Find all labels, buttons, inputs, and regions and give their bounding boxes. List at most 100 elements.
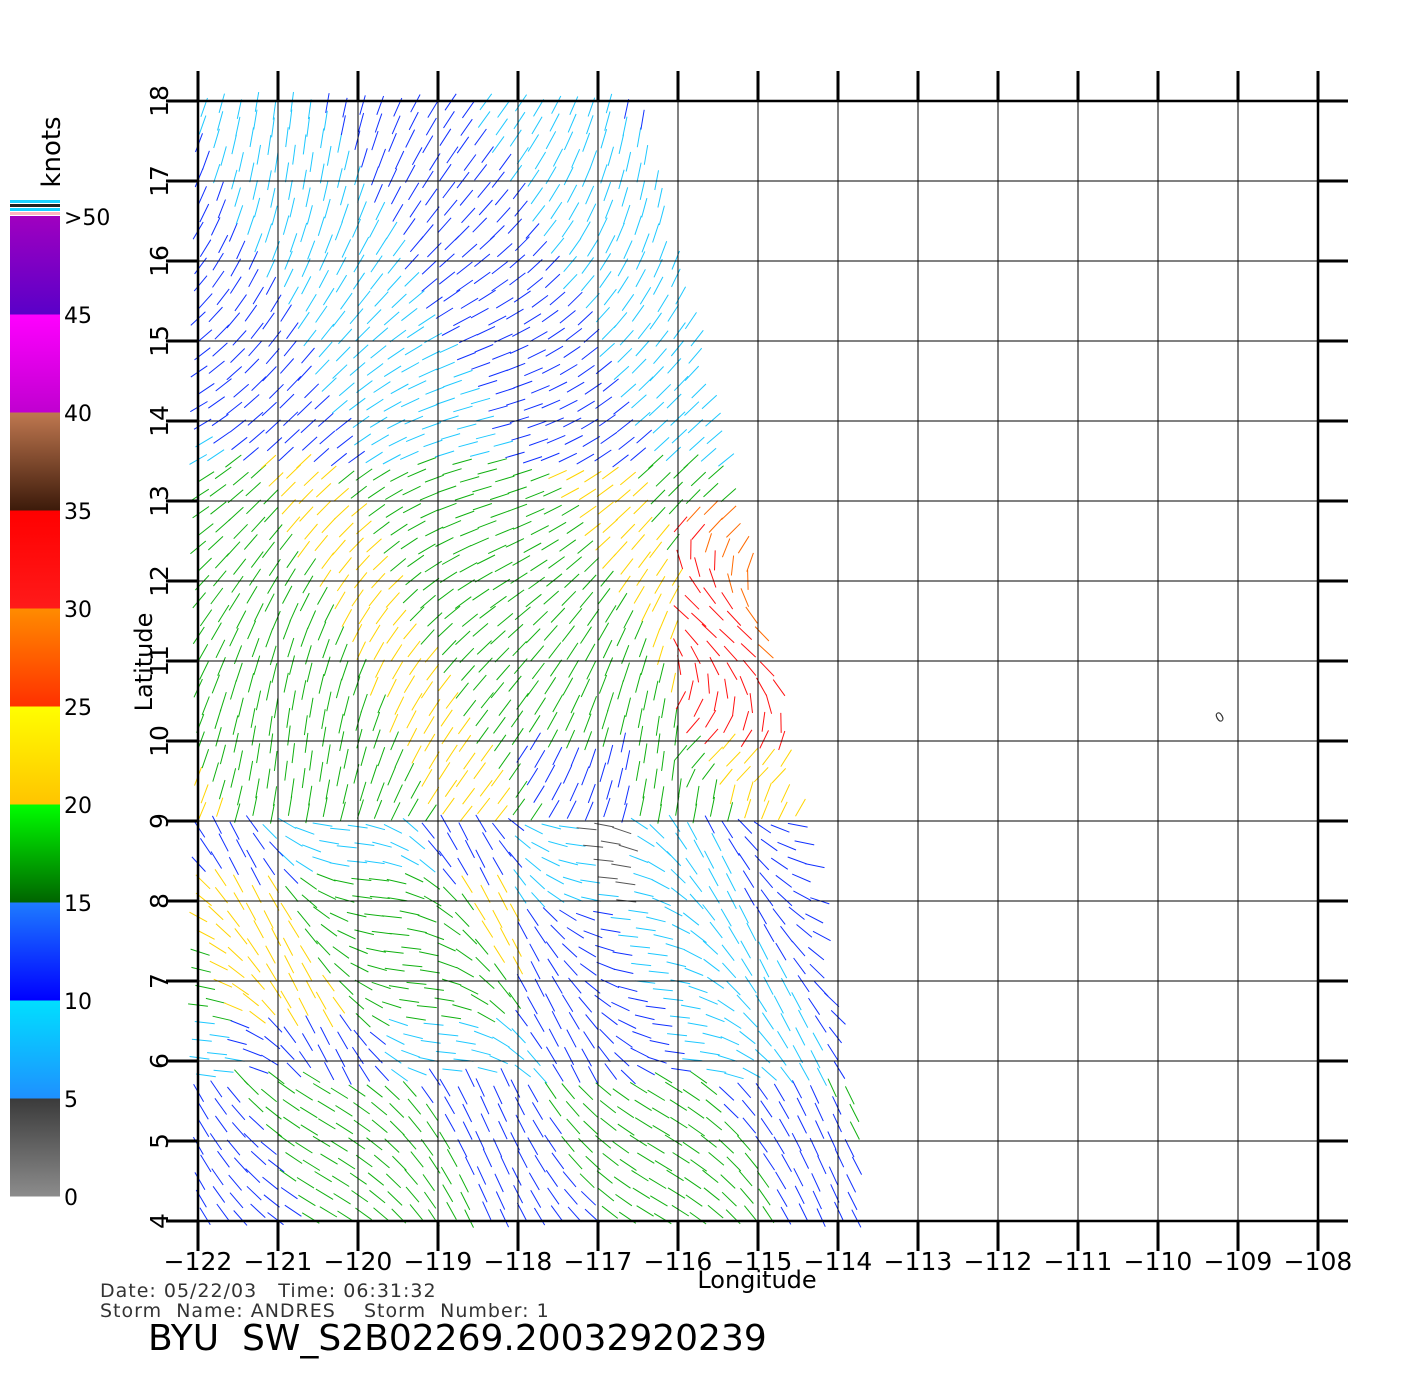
wind-vector (718, 1139, 735, 1154)
wind-vector (460, 387, 480, 395)
wind-vector (776, 891, 793, 907)
wind-vector (236, 240, 246, 260)
wind-vector (631, 1169, 649, 1182)
wind-vector (548, 521, 567, 533)
wind-vector (358, 658, 367, 678)
wind-vector (667, 358, 682, 374)
wind-vector (368, 503, 386, 517)
wind-vector (514, 606, 531, 621)
wind-vector (251, 376, 267, 391)
wind-vector (507, 818, 525, 832)
wind-vector (218, 93, 225, 114)
wind-vector (620, 732, 626, 753)
wind-vector (353, 1102, 370, 1115)
wind-vector (552, 1064, 564, 1082)
wind-vector (263, 858, 276, 876)
wind-vector (531, 1102, 544, 1120)
wind-vector (567, 113, 577, 133)
wind-vector (629, 1081, 648, 1094)
wind-vector (619, 715, 626, 735)
wind-vector (477, 1011, 496, 1023)
x-tick-label: −122 (164, 1247, 233, 1276)
wind-vector (287, 796, 293, 816)
wind-vector (330, 1140, 348, 1152)
wind-vector (232, 471, 249, 486)
wind-vector (262, 312, 275, 330)
wind-vector (315, 359, 330, 375)
wind-vector (580, 879, 601, 884)
wind-vector (297, 365, 312, 381)
wind-vector (489, 1055, 509, 1065)
wind-vector (460, 1191, 471, 1211)
wind-vector (385, 506, 404, 518)
wind-vector (787, 856, 807, 865)
wind-vector (201, 749, 210, 769)
wind-vector (686, 735, 702, 751)
wind-vector (604, 1063, 618, 1080)
wind-vector (719, 768, 733, 785)
wind-vector (461, 893, 475, 911)
wind-vector (585, 292, 600, 309)
wind-vector (686, 717, 700, 734)
wind-vector (235, 662, 243, 682)
wind-vector (534, 926, 547, 944)
wind-vector (779, 1118, 790, 1137)
wind-vector (604, 111, 611, 131)
wind-vector (594, 822, 615, 828)
wind-vector (699, 1051, 720, 1056)
wind-vector (713, 691, 719, 712)
wind-vector (374, 184, 383, 203)
wind-vector (326, 145, 332, 166)
wind-vector (527, 1084, 539, 1103)
wind-vector (283, 1116, 301, 1129)
wind-vector (529, 943, 540, 962)
wind-vector (213, 128, 220, 149)
wind-vector (421, 1086, 434, 1104)
wind-vector (632, 482, 649, 497)
wind-vector (693, 839, 705, 858)
wind-vector (600, 570, 614, 587)
wind-vector (418, 951, 439, 957)
wind-vector (238, 750, 243, 771)
wind-vector (438, 1033, 459, 1037)
wind-vector (510, 710, 524, 728)
wind-vector (659, 610, 668, 630)
wind-vector (375, 607, 389, 625)
wind-vector (512, 555, 531, 566)
wind-vector (420, 509, 439, 519)
wind-vector (811, 1173, 821, 1192)
wind-vector (478, 199, 493, 216)
wind-vector (615, 592, 628, 611)
wind-vector (383, 540, 400, 554)
wind-vector (489, 493, 510, 501)
wind-vector (340, 292, 353, 310)
wind-vector (602, 639, 613, 659)
wind-vector (583, 844, 604, 848)
wind-vector (217, 111, 224, 131)
wind-vector (301, 436, 318, 451)
wind-vector (359, 95, 366, 115)
wind-vector (269, 645, 277, 666)
wind-vector (633, 891, 654, 897)
wind-vector (286, 551, 299, 569)
wind-vector (427, 100, 439, 118)
wind-vector (726, 751, 741, 767)
wind-vector (625, 697, 631, 718)
wind-vector (512, 469, 533, 477)
wind-vector (410, 780, 422, 799)
x-tick-label: −121 (244, 1247, 313, 1276)
wind-vector (709, 796, 715, 817)
wind-vector (318, 341, 333, 358)
wind-vector (540, 452, 560, 462)
wind-vector (492, 822, 506, 840)
wind-vector (284, 429, 300, 444)
wind-vector (562, 876, 583, 884)
wind-vector (816, 1067, 827, 1086)
wind-vector (366, 1137, 383, 1151)
wind-vector (647, 1142, 665, 1154)
wind-vector (317, 621, 327, 641)
wind-vector (295, 1089, 313, 1101)
wind-vector (705, 1116, 723, 1131)
wind-vector (648, 1177, 667, 1189)
wind-vector (247, 672, 255, 693)
